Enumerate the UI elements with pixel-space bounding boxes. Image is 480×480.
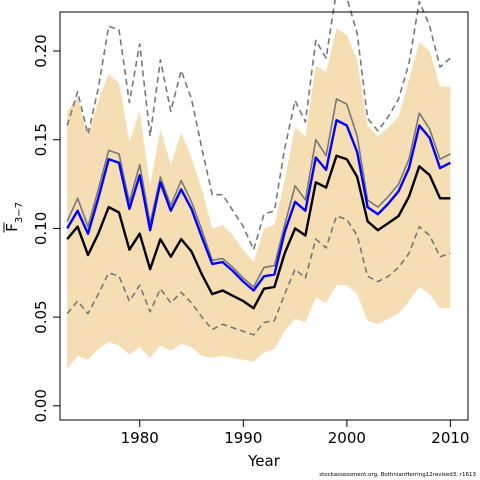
series-line-grey	[66, 98, 451, 288]
y-tick-label: 0.20	[32, 34, 50, 67]
y-axis-title-sub: 3−7	[14, 202, 25, 223]
y-tick-label: 0.10	[32, 212, 50, 245]
plot-area-frame	[59, 11, 469, 421]
x-axis-title: Year	[247, 452, 281, 470]
y-tick-label: 0.15	[32, 123, 50, 156]
y-axis-title-main: F	[3, 223, 21, 232]
y-tick-label: 0.05	[32, 300, 50, 333]
y-axis-title: F 3−7	[3, 202, 25, 233]
y-axis: 0.00 0.05 0.10 0.15 0.20	[32, 34, 60, 423]
series-line-black	[66, 154, 451, 310]
footer-credit: stockassessment.org, BothnianHerring12re…	[319, 472, 476, 478]
series-layer	[66, 0, 451, 336]
x-axis: 1980 1990 2000 2010	[121, 420, 469, 447]
x-tick-label: 2000	[328, 429, 366, 447]
x-tick-label: 1980	[121, 429, 159, 447]
confidence-band-layer	[67, 28, 451, 369]
x-tick-label: 1990	[224, 429, 262, 447]
confidence-band	[67, 28, 451, 369]
y-tick-label: 0.00	[32, 389, 50, 422]
x-tick-label: 2010	[431, 429, 469, 447]
series-line-blue	[66, 118, 451, 292]
series-line-lower-dashed	[66, 215, 451, 336]
series-line-upper-dashed	[66, 0, 451, 251]
